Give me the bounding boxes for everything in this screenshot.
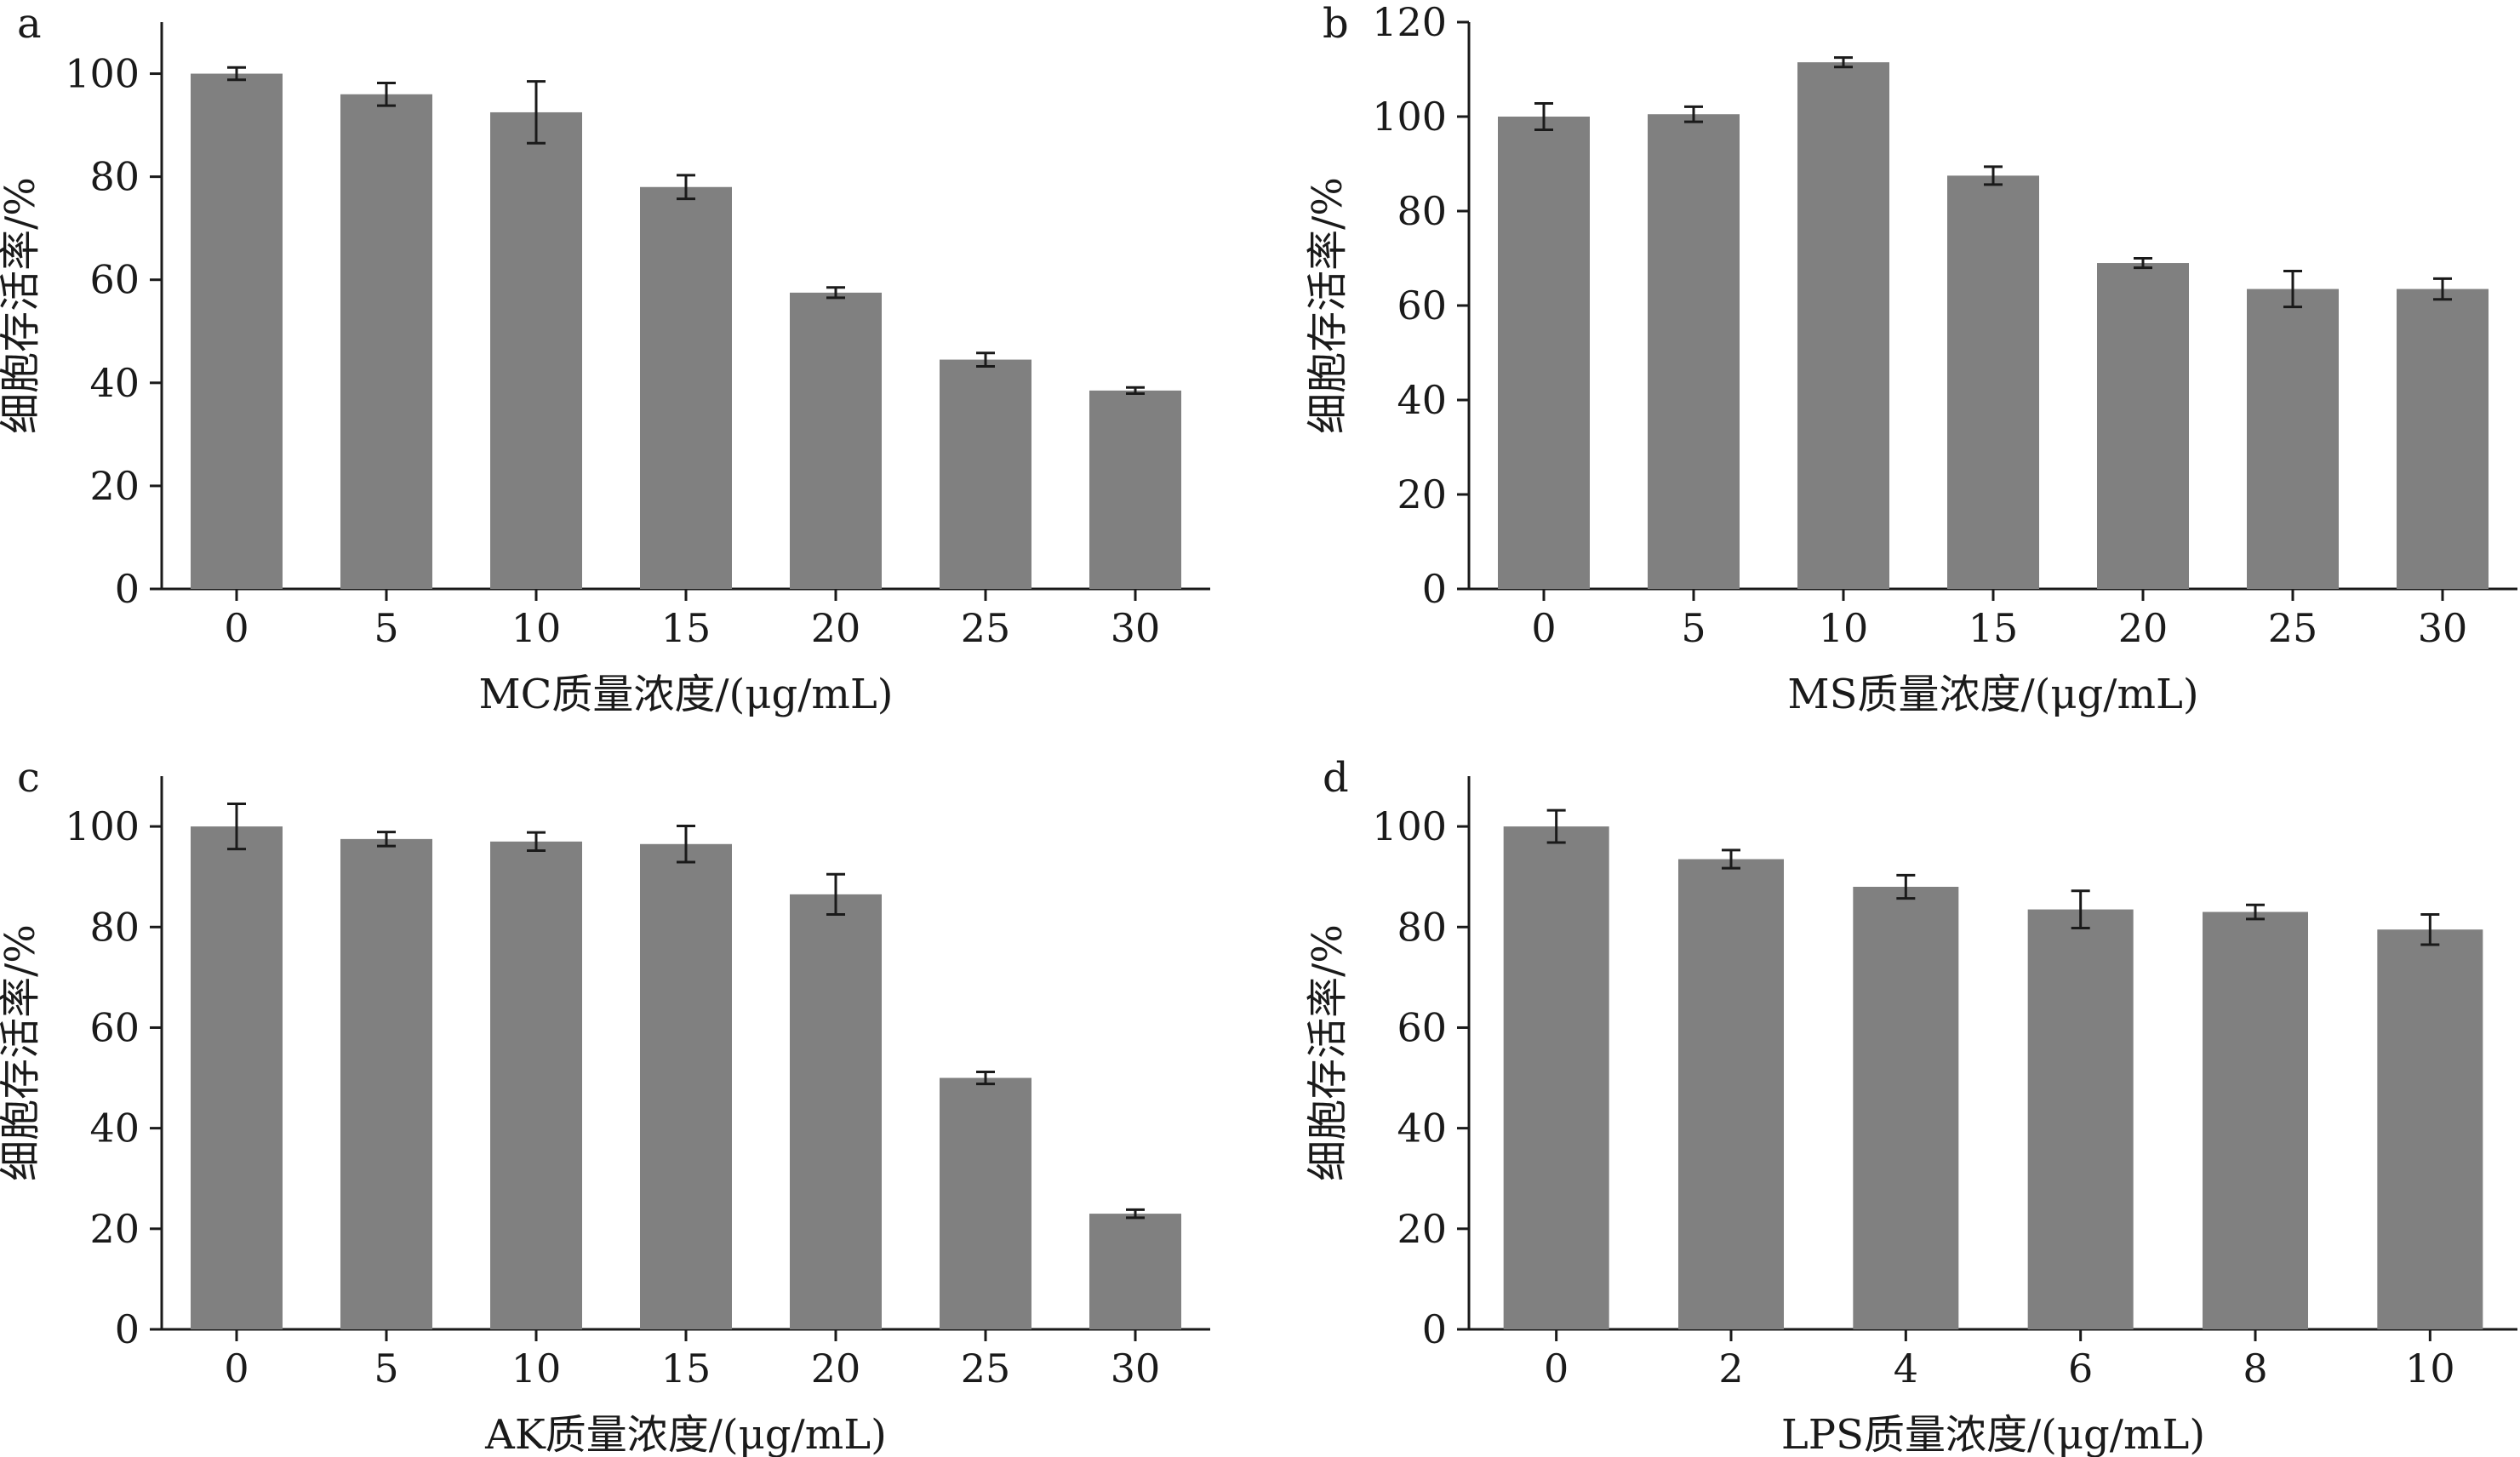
x-tick-label: 0 (1544, 1346, 1569, 1391)
bar-10 (2377, 929, 2483, 1329)
panel-d: 0 20 40 60 80 100 0 2 4 6 8 10 d LPS质量浓度/(μg/mL) 细胞存活率… (1304, 754, 2517, 1457)
x-tick-label: 0 (224, 605, 249, 651)
bar-4 (1853, 887, 1959, 1329)
y-tick-label: 100 (65, 51, 140, 97)
y-tick-label: 0 (1422, 1306, 1447, 1352)
y-axis-title: 细胞存活率/% (0, 924, 44, 1181)
x-tick-label: 8 (2243, 1346, 2267, 1391)
panel-letter: c (17, 754, 40, 802)
x-tick-label: 0 (1531, 605, 1556, 651)
bar-5 (340, 838, 432, 1329)
y-tick-label: 100 (65, 803, 140, 849)
y-tick-label: 120 (1372, 0, 1447, 45)
y-tick-label: 80 (1397, 904, 1447, 950)
x-tick-label: 25 (2268, 605, 2318, 651)
bar-5 (340, 94, 432, 590)
x-tick-label: 30 (2418, 605, 2468, 651)
y-tick-label: 40 (1397, 377, 1447, 423)
panel-b: 0 20 40 60 80 100 120 0 5 10 15 20 25 30 b MS质量浓度/(μg/m… (1304, 0, 2517, 718)
bar-5 (1648, 114, 1740, 590)
bar-30 (2397, 289, 2489, 589)
panel-letter: d (1323, 754, 1349, 802)
x-tick-label: 10 (511, 605, 562, 651)
x-tick-label: 15 (1969, 605, 2019, 651)
y-tick-label: 60 (1397, 283, 1447, 329)
x-axis-title: MC质量浓度/(μg/mL) (479, 671, 894, 718)
x-axis-title: MS质量浓度/(μg/mL) (1787, 671, 2198, 718)
bar-10 (490, 841, 582, 1329)
y-tick-label: 60 (1397, 1004, 1447, 1050)
y-tick-label: 20 (1397, 471, 1447, 517)
y-tick-label: 0 (115, 1306, 140, 1352)
bar-20 (790, 292, 882, 589)
x-tick-label: 5 (374, 1346, 398, 1391)
y-tick-label: 80 (1397, 188, 1447, 234)
x-tick-label: 6 (2068, 1346, 2093, 1391)
y-tick-label: 100 (1372, 803, 1447, 849)
x-tick-label: 10 (1819, 605, 1869, 651)
x-tick-label: 30 (1111, 1346, 1161, 1391)
y-axis-title: 细胞存活率/% (0, 177, 44, 434)
y-tick-label: 80 (89, 154, 140, 200)
x-tick-label: 5 (374, 605, 398, 651)
bar-15 (640, 843, 732, 1329)
x-tick-label: 25 (961, 605, 1011, 651)
panel-c: 0 20 40 60 80 100 0 5 10 15 20 25 30 c AK质量浓度/(μg/mL) 细… (0, 754, 1210, 1457)
bar-20 (2097, 263, 2189, 589)
x-tick-label: 30 (1111, 605, 1161, 651)
y-tick-label: 20 (89, 1206, 140, 1252)
y-tick-label: 60 (89, 1004, 140, 1050)
y-tick-label: 60 (89, 257, 140, 303)
bar-20 (790, 894, 882, 1329)
bar-25 (2247, 289, 2339, 589)
bar-30 (1089, 1214, 1181, 1329)
x-tick-label: 10 (2405, 1346, 2455, 1391)
bar-25 (940, 359, 1031, 589)
y-tick-label: 40 (1397, 1106, 1447, 1151)
x-tick-label: 15 (661, 1346, 711, 1391)
bar-0 (1503, 826, 1609, 1329)
panel-a: 0 20 40 60 80 100 0 5 10 15 20 25 30 a MC质量浓度/(μg/mL) 细… (0, 0, 1210, 718)
bar-0 (1498, 117, 1590, 589)
bar-2 (1678, 859, 1784, 1329)
y-axis-title: 细胞存活率/% (1304, 177, 1351, 434)
x-tick-label: 20 (2118, 605, 2169, 651)
y-tick-label: 100 (1372, 94, 1447, 140)
y-tick-label: 20 (1397, 1206, 1447, 1252)
x-tick-label: 10 (511, 1346, 562, 1391)
bar-0 (191, 73, 283, 589)
x-tick-label: 4 (1894, 1346, 1918, 1391)
x-tick-label: 20 (811, 605, 861, 651)
y-tick-label: 20 (89, 463, 140, 509)
y-tick-label: 0 (115, 566, 140, 612)
x-tick-label: 20 (811, 1346, 861, 1391)
y-axis-title: 细胞存活率/% (1304, 924, 1351, 1181)
panel-letter: a (17, 0, 42, 48)
x-axis-title: LPS质量浓度/(μg/mL) (1781, 1411, 2205, 1457)
y-tick-label: 80 (89, 904, 140, 950)
bar-8 (2203, 911, 2308, 1329)
x-axis-title: AK质量浓度/(μg/mL) (484, 1411, 887, 1457)
bar-30 (1089, 390, 1181, 589)
panel-letter: b (1323, 0, 1349, 48)
x-tick-label: 5 (1681, 605, 1706, 651)
y-tick-label: 40 (89, 360, 140, 406)
y-tick-label: 0 (1422, 566, 1447, 612)
bar-6 (2027, 909, 2134, 1329)
x-tick-label: 2 (1718, 1346, 1743, 1391)
bar-15 (1947, 175, 2039, 589)
y-tick-label: 40 (89, 1106, 140, 1151)
x-tick-label: 0 (224, 1346, 249, 1391)
x-tick-label: 25 (961, 1346, 1011, 1391)
bar-10 (490, 111, 582, 590)
bar-25 (940, 1077, 1031, 1329)
x-tick-label: 15 (661, 605, 711, 651)
bar-15 (640, 186, 732, 589)
bar-0 (191, 826, 283, 1329)
bar-10 (1797, 62, 1889, 590)
